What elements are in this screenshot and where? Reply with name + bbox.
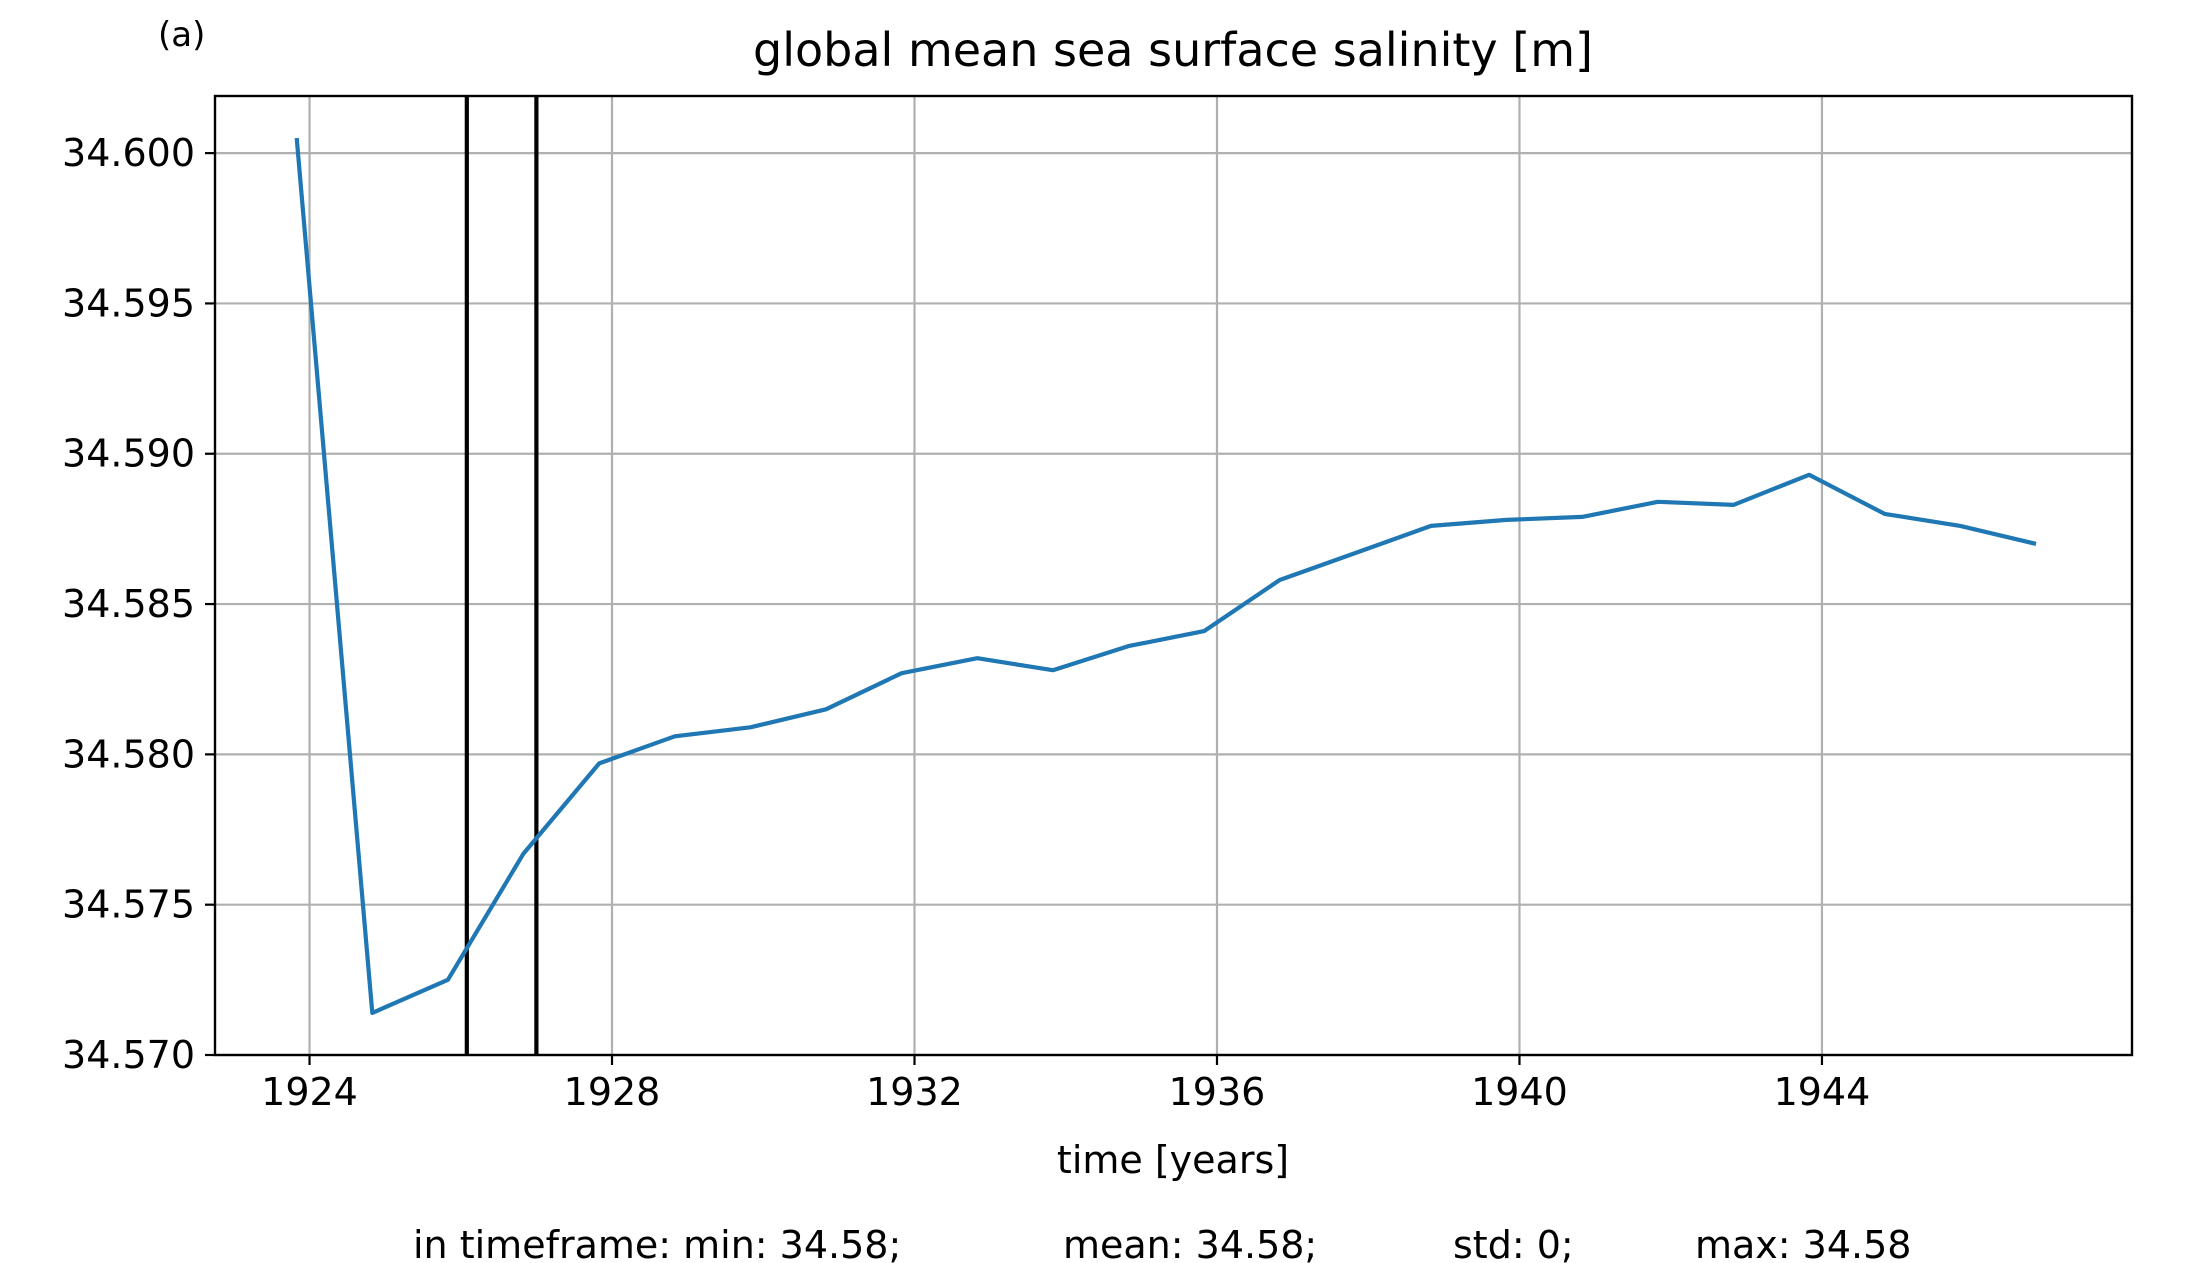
series-group — [294, 137, 2037, 1016]
y-tick-label: 34.570 — [62, 1033, 195, 1077]
x-tick-label: 1932 — [866, 1070, 963, 1114]
x-tick-label: 1940 — [1471, 1070, 1568, 1114]
x-axis-label: time [years] — [1057, 1138, 1289, 1182]
axes-frame — [213, 94, 2134, 1057]
x-tick-label: 1944 — [1774, 1070, 1871, 1114]
x-tick-label: 1924 — [261, 1070, 358, 1114]
y-tick-label: 34.590 — [62, 432, 195, 476]
y-tick-label: 34.595 — [62, 281, 195, 325]
y-tick-label: 34.580 — [62, 732, 195, 776]
footer-mean: mean: 34.58; — [1063, 1223, 1317, 1263]
x-tick-label: 1936 — [1169, 1070, 1266, 1114]
series-line — [294, 137, 2037, 1016]
chart-title: global mean sea surface salinity [m] — [753, 23, 1593, 77]
vertical-markers — [464, 96, 539, 1055]
y-tick-label: 34.600 — [62, 131, 195, 175]
footer-min: in timeframe: min: 34.58; — [413, 1223, 901, 1263]
y-tick-label: 34.585 — [62, 582, 195, 626]
y-axis-ticks: 34.570 34.575 34.580 34.585 34.590 34.595 34.6… — [62, 131, 215, 1077]
footer-std: std: 0; — [1453, 1223, 1574, 1263]
x-tick-label: 1928 — [564, 1070, 661, 1114]
footer-max: max: 34.58 — [1695, 1223, 1911, 1263]
y-tick-label: 34.575 — [62, 883, 195, 927]
x-axis-ticks: 1924 1928 1932 1936 1940 1944 — [261, 1055, 1870, 1114]
panel-label: (a) — [158, 15, 205, 55]
